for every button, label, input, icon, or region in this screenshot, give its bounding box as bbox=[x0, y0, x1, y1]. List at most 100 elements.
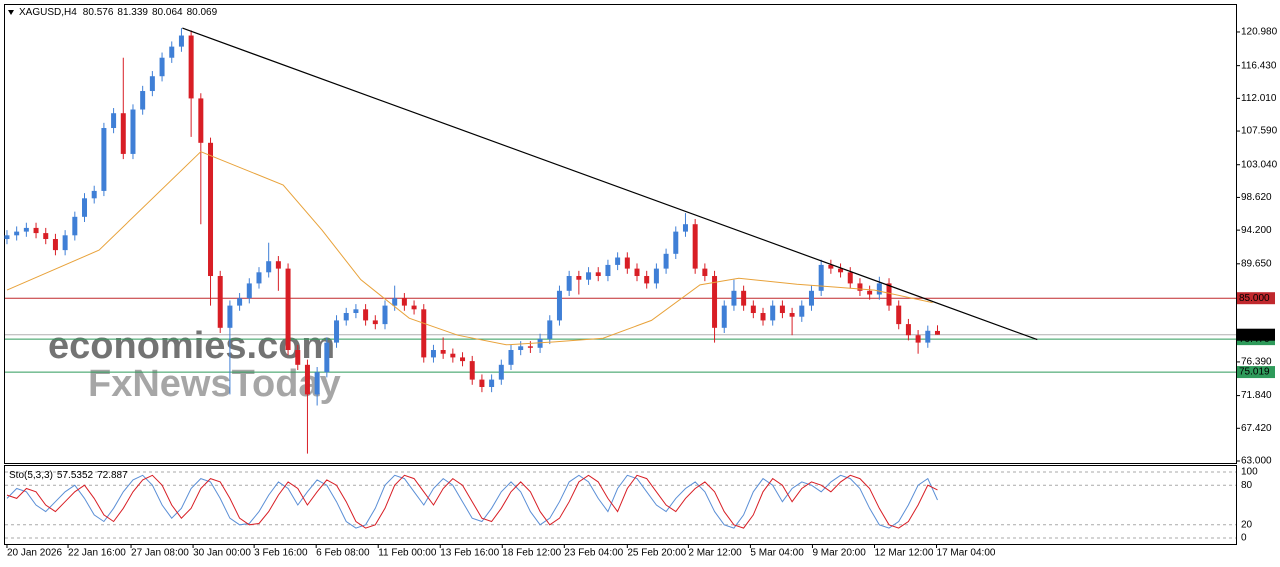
candle-body bbox=[779, 305, 785, 314]
candle-body bbox=[808, 290, 814, 306]
candle-body bbox=[867, 290, 873, 295]
y-tick-label: 71.840 bbox=[1241, 390, 1272, 401]
watermark: economies.com bbox=[48, 325, 335, 367]
candle-body bbox=[343, 313, 349, 321]
candle-body bbox=[188, 35, 194, 99]
candle-body bbox=[149, 76, 155, 92]
candle-body bbox=[372, 320, 378, 325]
candle-body bbox=[712, 276, 718, 328]
x-tick-label: 23 Feb 04:00 bbox=[564, 548, 623, 559]
candle-body bbox=[498, 364, 504, 380]
y-tick-label: 107.590 bbox=[1241, 126, 1278, 137]
level-label: 75.019 bbox=[1239, 367, 1270, 378]
candle-body bbox=[799, 305, 805, 317]
candle-body bbox=[421, 309, 427, 358]
candle-body bbox=[140, 91, 146, 110]
grid: 120.980 116.430 112.010 107.590 103.040 98.62… bbox=[5, 27, 1278, 559]
y-tick-label: 89.650 bbox=[1241, 258, 1272, 269]
candle-body bbox=[673, 231, 679, 254]
candle-body bbox=[934, 330, 940, 335]
candle-body bbox=[479, 379, 485, 388]
candle-body bbox=[353, 309, 359, 314]
candle-body bbox=[62, 235, 68, 251]
candle-body bbox=[256, 272, 262, 284]
candle-body bbox=[789, 313, 795, 317]
candle-body bbox=[208, 142, 214, 277]
candle-body bbox=[770, 305, 776, 321]
y-tick-label: 103.040 bbox=[1241, 159, 1278, 170]
stoch-tick-label: 100 bbox=[1241, 467, 1258, 478]
trendline bbox=[182, 27, 1038, 341]
candle-body bbox=[314, 372, 320, 395]
y-tick-label: 98.620 bbox=[1241, 192, 1272, 203]
candle-body bbox=[896, 305, 902, 325]
candle-body bbox=[556, 290, 562, 321]
candle-body bbox=[663, 253, 669, 269]
candle-body bbox=[469, 361, 475, 380]
candle-body bbox=[43, 233, 49, 240]
x-tick-label: 11 Feb 00:00 bbox=[378, 548, 437, 559]
x-tick-label: 5 Mar 04:00 bbox=[750, 548, 804, 559]
stochastic-line bbox=[6, 474, 938, 529]
candle-body bbox=[324, 342, 330, 373]
candle-body bbox=[586, 272, 592, 280]
candle-body bbox=[101, 128, 107, 191]
symbol: XAGUSD,H4 bbox=[19, 7, 77, 18]
candle-body bbox=[634, 268, 640, 277]
x-tick-label: 2 Mar 12:00 bbox=[688, 548, 742, 559]
x-tick-label: 30 Jan 00:00 bbox=[193, 548, 251, 559]
candle-body bbox=[111, 113, 117, 129]
candle-body bbox=[130, 109, 136, 154]
candle-body bbox=[838, 268, 844, 273]
candle-body bbox=[876, 283, 882, 295]
candle-body bbox=[382, 305, 388, 325]
candle-body bbox=[401, 298, 407, 306]
x-tick-label: 13 Feb 16:00 bbox=[440, 548, 499, 559]
y-tick-label: 76.390 bbox=[1241, 357, 1272, 368]
y-tick-label: 94.200 bbox=[1241, 225, 1272, 236]
candle-body bbox=[741, 290, 747, 306]
candle-body bbox=[653, 268, 659, 284]
indicator-name: Sto(5,3,3) bbox=[9, 470, 53, 481]
candle-body bbox=[566, 276, 572, 291]
stochastic-label: Sto(5,3,3) 57.5352 72.887 bbox=[9, 470, 128, 481]
candle-body bbox=[14, 231, 20, 236]
y-tick-label: 112.010 bbox=[1241, 93, 1277, 104]
candle-body bbox=[275, 261, 281, 269]
candle-body bbox=[178, 35, 184, 47]
moving-average bbox=[6, 151, 933, 346]
candle-body bbox=[702, 268, 708, 277]
candle-body bbox=[33, 227, 39, 234]
candle-body bbox=[159, 57, 165, 77]
candle-body bbox=[537, 338, 543, 348]
level-box bbox=[1237, 366, 1275, 379]
x-tick-label: 12 Mar 12:00 bbox=[874, 548, 933, 559]
candle-body bbox=[295, 350, 301, 365]
bid-box bbox=[1237, 328, 1275, 341]
candle-body bbox=[227, 305, 233, 328]
candle-body bbox=[198, 98, 204, 143]
candle-body bbox=[644, 276, 650, 284]
stoch-tick-label: 0 bbox=[1241, 533, 1247, 544]
candle-body bbox=[450, 353, 456, 358]
candle-body bbox=[304, 364, 310, 395]
candle-body bbox=[246, 283, 252, 299]
candle-body bbox=[266, 261, 272, 273]
candle-body bbox=[750, 305, 756, 314]
stochastic-pane bbox=[4, 465, 1237, 545]
x-tick-label: 9 Mar 20:00 bbox=[812, 548, 866, 559]
candle-body bbox=[363, 309, 369, 321]
low: 80.064 bbox=[152, 7, 183, 18]
watermark: FxNewsToday bbox=[88, 363, 341, 405]
candle-body bbox=[237, 298, 243, 306]
x-tick-label: 22 Jan 16:00 bbox=[68, 548, 126, 559]
close: 80.069 bbox=[187, 7, 218, 18]
candle-body bbox=[392, 298, 398, 306]
x-tick-label: 25 Feb 20:00 bbox=[627, 548, 686, 559]
candle-body bbox=[915, 335, 921, 343]
header: XAGUSD,H4 80.576 81.339 80.064 80.069 bbox=[19, 7, 218, 18]
y-tick-label: 63.000 bbox=[1241, 456, 1272, 467]
main-value: 57.5352 bbox=[57, 470, 94, 481]
